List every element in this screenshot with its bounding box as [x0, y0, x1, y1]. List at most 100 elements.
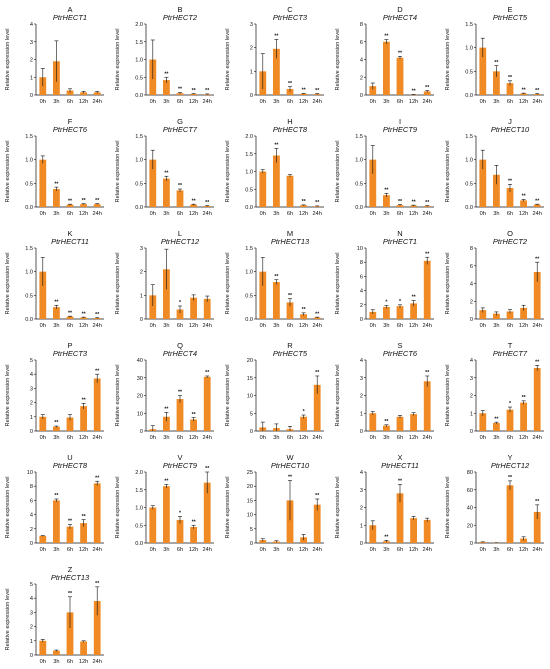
- x-tick-label: 24h: [423, 211, 432, 217]
- y-tick-label: 8: [470, 246, 473, 252]
- y-tick-label: 1: [30, 415, 33, 421]
- x-tick-label: 24h: [93, 659, 102, 665]
- chart-title: PtrHECT12: [161, 237, 200, 246]
- y-tick-label: 3: [360, 376, 363, 382]
- x-tick-label: 24h: [203, 547, 212, 553]
- y-tick-label: 20: [467, 523, 473, 529]
- significance-marker: **: [178, 183, 183, 189]
- significance-marker: **: [288, 81, 293, 87]
- y-axis-label: Relative expression level: [5, 477, 11, 539]
- y-tick-label: 1.5: [135, 40, 143, 46]
- x-tick-label: 0h: [40, 323, 46, 329]
- y-tick-label: 10: [137, 411, 143, 417]
- significance-marker: *: [385, 300, 388, 306]
- x-tick-label: 24h: [533, 435, 542, 441]
- significance-marker: **: [164, 71, 169, 77]
- x-tick-label: 12h: [299, 323, 308, 329]
- y-tick-label: 0.5: [245, 187, 253, 193]
- significance-marker: **: [302, 88, 307, 94]
- x-tick-label: 12h: [409, 547, 418, 553]
- y-tick-label: 1.0: [245, 170, 253, 176]
- x-tick-label: 24h: [313, 547, 322, 553]
- bar: [163, 179, 170, 207]
- x-tick-label: 0h: [370, 211, 376, 217]
- y-axis-label: Relative expression level: [335, 253, 341, 315]
- significance-marker: **: [68, 198, 73, 204]
- y-tick-label: 20: [247, 484, 253, 490]
- y-tick-label: 0.0: [245, 205, 253, 211]
- y-tick-label: 2: [30, 527, 33, 533]
- x-tick-label: 6h: [507, 211, 513, 217]
- y-tick-label: 2: [470, 394, 473, 400]
- x-tick-label: 3h: [53, 323, 59, 329]
- y-axis-label: Relative expression level: [115, 253, 121, 315]
- significance-marker: **: [68, 310, 73, 316]
- x-tick-label: 12h: [299, 435, 308, 441]
- y-tick-label: 3: [140, 246, 143, 252]
- y-tick-label: 0: [30, 541, 33, 547]
- bar: [300, 417, 307, 431]
- x-tick-label: 3h: [163, 435, 169, 441]
- bar: [259, 172, 266, 208]
- y-tick-label: 1.0: [465, 158, 473, 164]
- y-tick-label: 1.5: [355, 134, 363, 140]
- x-tick-label: 3h: [163, 211, 169, 217]
- y-tick-label: 10: [247, 513, 253, 519]
- y-tick-label: 30: [137, 376, 143, 382]
- chart-title: PtrHECT11: [51, 237, 89, 246]
- chart-title: PtrHECT2: [493, 237, 528, 246]
- x-tick-label: 12h: [519, 435, 528, 441]
- y-tick-label: 8: [360, 22, 363, 28]
- significance-marker: *: [179, 511, 182, 517]
- y-tick-label: 0: [360, 317, 363, 323]
- bar: [190, 298, 197, 319]
- x-tick-label: 3h: [493, 435, 499, 441]
- bar: [67, 527, 74, 543]
- significance-marker: **: [535, 256, 540, 262]
- significance-marker: **: [412, 89, 417, 95]
- y-tick-label: 5: [250, 527, 253, 533]
- x-tick-label: 0h: [370, 323, 376, 329]
- significance-marker: **: [494, 60, 499, 66]
- x-tick-label: 0h: [480, 323, 486, 329]
- bar: [397, 306, 404, 319]
- bar: [507, 485, 514, 543]
- y-axis-label: Relative expression level: [445, 365, 451, 427]
- significance-marker: *: [399, 299, 402, 305]
- bar: [80, 642, 87, 655]
- significance-marker: **: [508, 178, 513, 184]
- chart-title: PtrHECT10: [491, 125, 530, 134]
- significance-marker: **: [315, 370, 320, 376]
- y-tick-label: 1.5: [135, 134, 143, 140]
- y-tick-label: 4: [360, 289, 363, 295]
- y-tick-label: 4: [360, 358, 363, 364]
- x-tick-label: 6h: [397, 323, 403, 329]
- y-axis-label: Relative expression level: [115, 141, 121, 203]
- significance-marker: **: [164, 479, 169, 485]
- y-tick-label: 2.0: [135, 470, 143, 476]
- y-tick-label: 15: [247, 376, 253, 382]
- chart-title: PtrHECT7: [493, 349, 528, 358]
- x-tick-label: 24h: [93, 323, 102, 329]
- y-axis-label: Relative expression level: [445, 253, 451, 315]
- chart-title: PtrHECT7: [163, 125, 198, 134]
- x-tick-label: 3h: [53, 659, 59, 665]
- y-tick-label: 2.0: [135, 22, 143, 28]
- bar: [94, 378, 101, 431]
- chart-title: PtrHECT13: [51, 573, 90, 582]
- x-tick-label: 3h: [163, 99, 169, 105]
- y-tick-label: 8: [360, 260, 363, 266]
- y-tick-label: 2.0: [245, 134, 253, 140]
- x-tick-label: 12h: [79, 323, 88, 329]
- y-tick-label: 6: [30, 498, 33, 504]
